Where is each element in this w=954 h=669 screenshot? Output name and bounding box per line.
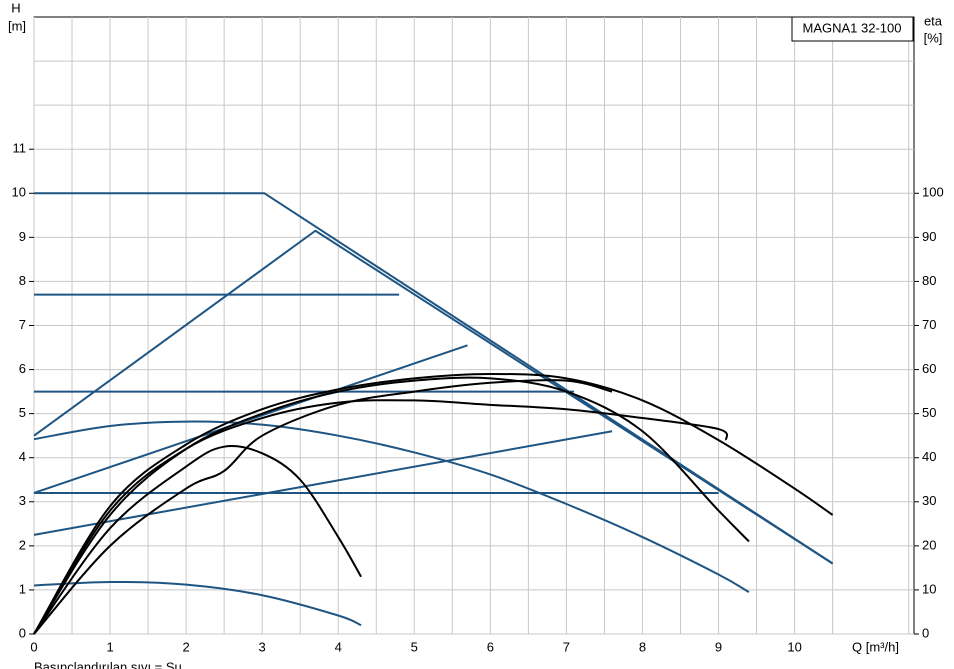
y2-tick-label: 10 xyxy=(922,581,936,596)
y-tick-label: 8 xyxy=(19,273,26,288)
y2-tick-label: 0 xyxy=(922,625,929,640)
y-tick-label: 3 xyxy=(19,493,26,508)
y2-tick-label: 60 xyxy=(922,361,936,376)
y-tick-label: 6 xyxy=(19,361,26,376)
curve xyxy=(33,379,613,635)
y2-tick-label: 90 xyxy=(922,229,936,244)
y2-tick-label: 20 xyxy=(922,537,936,552)
y-tick-label: 10 xyxy=(12,185,26,200)
x-tick-label: 5 xyxy=(411,639,418,654)
y2-tick-label: 70 xyxy=(922,317,936,332)
curve xyxy=(33,372,834,635)
y-tick-label: 2 xyxy=(19,537,26,552)
y-tick-label: 4 xyxy=(19,449,26,464)
y-tick-label: 5 xyxy=(19,405,26,420)
curve xyxy=(33,580,362,627)
curve xyxy=(33,344,468,494)
y-tick-label: 9 xyxy=(19,229,26,244)
curve xyxy=(33,399,729,635)
y-axis-unit: [m] xyxy=(8,18,26,33)
curve xyxy=(34,192,834,565)
y-tick-label: 1 xyxy=(19,581,26,596)
x-tick-label: 3 xyxy=(259,639,266,654)
curves xyxy=(33,192,834,635)
y2-tick-label: 100 xyxy=(922,185,944,200)
grid xyxy=(33,17,914,635)
y2-axis-unit: [%] xyxy=(924,30,943,45)
y2-tick-label: 40 xyxy=(922,449,936,464)
curve xyxy=(33,229,834,565)
x-tick-label: 2 xyxy=(183,639,190,654)
y2-tick-label: 30 xyxy=(922,493,936,508)
footnote: Basınçlandırılan sıvı = Su xyxy=(34,659,182,669)
x-tick-label: 9 xyxy=(715,639,722,654)
curve xyxy=(33,445,362,635)
curve xyxy=(33,376,750,635)
y-tick-label: 11 xyxy=(13,141,27,156)
x-tick-label: 0 xyxy=(30,639,37,654)
x-tick-label: 4 xyxy=(335,639,342,654)
x-axis-label: Q [m³/h] xyxy=(852,639,899,654)
y-axis-symbol: H xyxy=(11,0,20,15)
chart-title: MAGNA1 32-100 xyxy=(803,20,902,35)
x-tick-label: 6 xyxy=(487,639,494,654)
y2-tick-label: 80 xyxy=(922,273,936,288)
y-tick-label: 7 xyxy=(19,317,26,332)
y2-axis-symbol: eta xyxy=(924,13,943,28)
curve xyxy=(33,420,750,593)
title-box xyxy=(791,16,914,42)
x-tick-label: 7 xyxy=(563,639,570,654)
x-tick-label: 10 xyxy=(787,639,801,654)
curve xyxy=(33,430,613,536)
x-tick-label: 1 xyxy=(106,639,113,654)
y-tick-label: 0 xyxy=(19,625,26,640)
x-tick-label: 8 xyxy=(639,639,646,654)
y2-tick-label: 50 xyxy=(922,405,936,420)
